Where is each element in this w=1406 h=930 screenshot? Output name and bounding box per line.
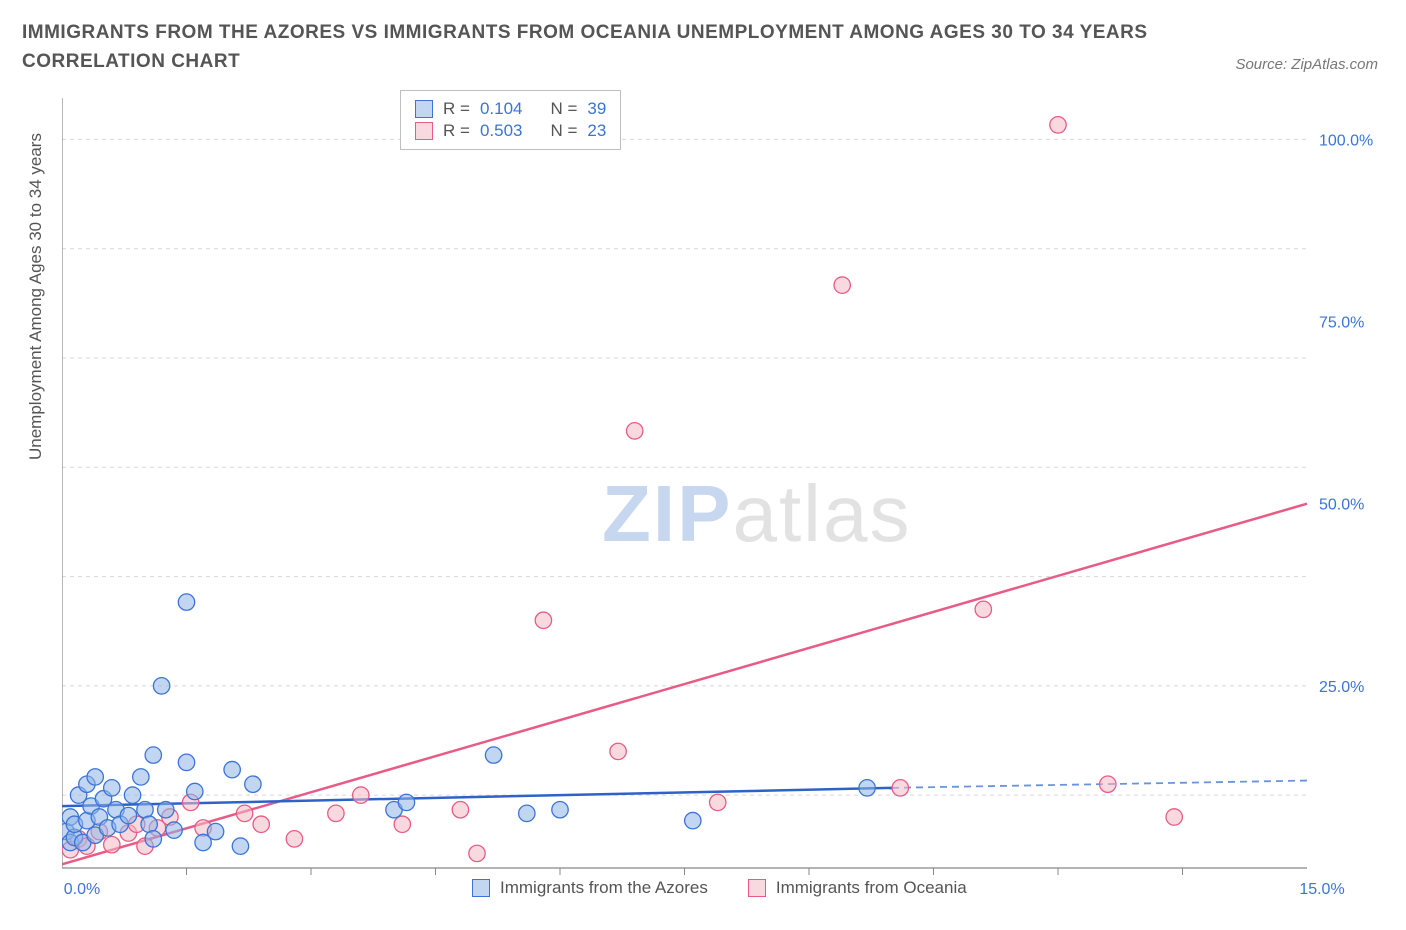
n-value: 39 [587,99,606,119]
y-axis-label: Unemployment Among Ages 30 to 34 years [26,133,46,460]
n-label: N = [550,99,577,119]
stats-row-blue: R = 0.104 N = 39 [415,99,606,119]
series-legend: Immigrants from the Azores Immigrants fr… [472,878,967,898]
svg-text:75.0%: 75.0% [1319,315,1364,332]
legend-item-pink: Immigrants from Oceania [748,878,967,898]
stats-legend: R = 0.104 N = 39 R = 0.503 N = 23 [400,90,621,150]
legend-item-blue: Immigrants from the Azores [472,878,708,898]
r-value: 0.104 [480,99,523,119]
source-label: Source: ZipAtlas.com [1235,56,1378,73]
svg-text:25.0%: 25.0% [1319,679,1364,696]
r-label: R = [443,121,470,141]
svg-text:50.0%: 50.0% [1319,497,1364,514]
svg-text:15.0%: 15.0% [1299,881,1344,898]
legend-label: Immigrants from the Azores [500,878,708,898]
r-label: R = [443,99,470,119]
n-label: N = [550,121,577,141]
scatter-plot: 0.0% 15.0% 25.0% 50.0% 75.0% 100.0% [62,88,1378,898]
r-value: 0.503 [480,121,523,141]
chart-title: IMMIGRANTS FROM THE AZORES VS IMMIGRANTS… [22,18,1182,77]
svg-text:100.0%: 100.0% [1319,132,1373,149]
svg-text:0.0%: 0.0% [64,881,100,898]
legend-label: Immigrants from Oceania [776,878,967,898]
swatch-pink-icon [748,879,766,897]
chart-area: ZIPatlas 0.0%15.0%25.0%50.0%75.0%100.0% … [62,88,1378,898]
swatch-blue-icon [472,879,490,897]
swatch-blue-icon [415,100,433,118]
stats-row-pink: R = 0.503 N = 23 [415,121,606,141]
n-value: 23 [587,121,606,141]
swatch-pink-icon [415,122,433,140]
